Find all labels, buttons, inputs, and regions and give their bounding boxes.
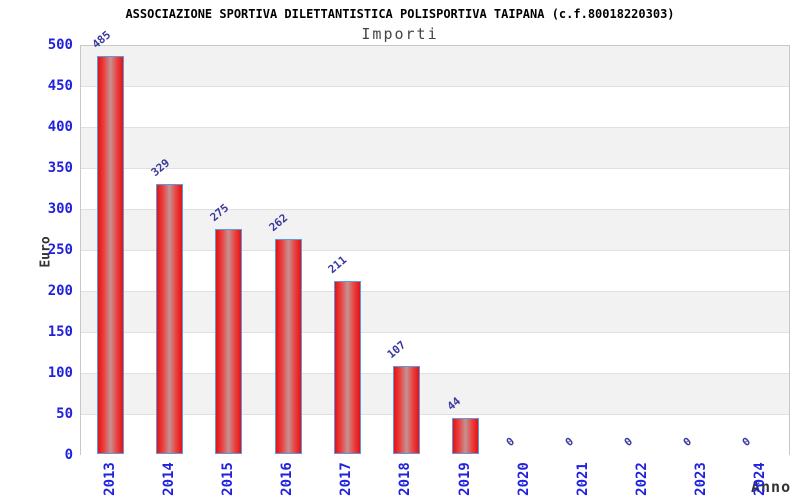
y-tick-label: 500 [47,37,73,53]
plot-band [81,87,789,128]
x-tick-label-2022: 2022 [634,462,651,496]
y-tick-label: 0 [64,447,73,463]
y-tick-label: 100 [47,365,73,381]
plot-band [81,415,789,456]
y-tick-label: 300 [47,201,73,217]
x-tick-label-2023: 2023 [693,462,710,496]
x-tick-label-2017: 2017 [338,462,355,496]
bar-2013 [97,56,125,454]
bar-2019 [452,417,480,454]
plot-band [81,128,789,169]
x-axis-title: Anno [751,478,792,496]
plot-band [81,292,789,333]
plot-band [81,374,789,415]
bar-2015 [215,228,243,454]
y-tick-label: 450 [47,78,73,94]
plot-band [81,169,789,210]
bar-2018 [392,366,420,454]
plot-area [80,45,790,456]
plot-band [81,333,789,374]
x-tick-label-2021: 2021 [574,462,591,496]
x-tick-label-2024: 2024 [752,462,769,496]
x-tick-label-2014: 2014 [160,462,177,496]
x-tick-label-2019: 2019 [456,462,473,496]
chart-title: ASSOCIAZIONE SPORTIVA DILETTANTISTICA PO… [125,7,675,21]
y-tick-label: 200 [47,283,73,299]
plot-band [81,46,789,87]
plot-band [81,251,789,292]
plot-band [81,210,789,251]
y-tick-label: 250 [47,242,73,258]
x-tick-label-2018: 2018 [397,462,414,496]
y-tick-label: 350 [47,160,73,176]
y-tick-label: 400 [47,119,73,135]
bar-2017 [333,280,361,454]
y-tick-label: 150 [47,324,73,340]
bar-2016 [274,239,302,454]
x-tick-label-2015: 2015 [219,462,236,496]
chart-subtitle: Importi [361,25,439,43]
x-tick-label-2016: 2016 [279,462,296,496]
x-tick-label-2020: 2020 [515,462,532,496]
x-tick-label-2013: 2013 [101,462,118,496]
y-tick-label: 50 [56,406,73,422]
bar-2014 [156,184,184,454]
